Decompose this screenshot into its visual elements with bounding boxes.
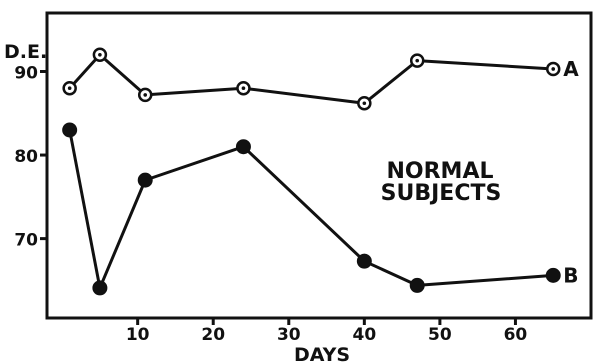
y-tick-label-70: 70 [14, 231, 38, 251]
plot-frame [45, 11, 593, 320]
series-a-point [92, 47, 108, 63]
series-b-point [545, 267, 561, 283]
y-axis-label: D.E. [4, 41, 47, 63]
x-ticks: 10 20 30 40 50 60 [126, 318, 528, 345]
y-tick-label-80: 80 [14, 147, 38, 167]
series-b-label: B [563, 263, 578, 287]
annotation-line-2: SUBJECTS [381, 181, 502, 206]
x-tick-label-50: 50 [428, 325, 452, 345]
series-layer: AB [62, 47, 579, 296]
x-tick-label-40: 40 [352, 325, 376, 345]
x-tick-label-30: 30 [277, 325, 301, 345]
series-b-point [409, 277, 425, 293]
series-b-point [137, 172, 153, 188]
x-axis-label: DAYS [294, 344, 350, 363]
x-tick-label-60: 60 [504, 325, 528, 345]
series-b-point [92, 280, 108, 296]
series-a: A [62, 47, 579, 111]
y-tick-label-90: 90 [14, 63, 38, 83]
x-tick-label-10: 10 [126, 325, 150, 345]
series-a-point [545, 61, 561, 77]
series-b-point [62, 122, 78, 138]
series-a-point [137, 87, 153, 103]
annotation-line-1: NORMAL [387, 159, 494, 184]
series-b: B [62, 122, 578, 296]
series-a-point [62, 80, 77, 96]
y-ticks: 70 80 90 [14, 63, 47, 251]
series-a-label: A [563, 57, 579, 81]
x-tick-label-20: 20 [201, 325, 225, 345]
series-b-line [68, 129, 554, 290]
series-a-point [357, 95, 372, 111]
series-a-point [409, 53, 425, 68]
series-a-point [236, 80, 251, 96]
series-b-point [356, 253, 372, 269]
series-b-point [235, 139, 251, 155]
